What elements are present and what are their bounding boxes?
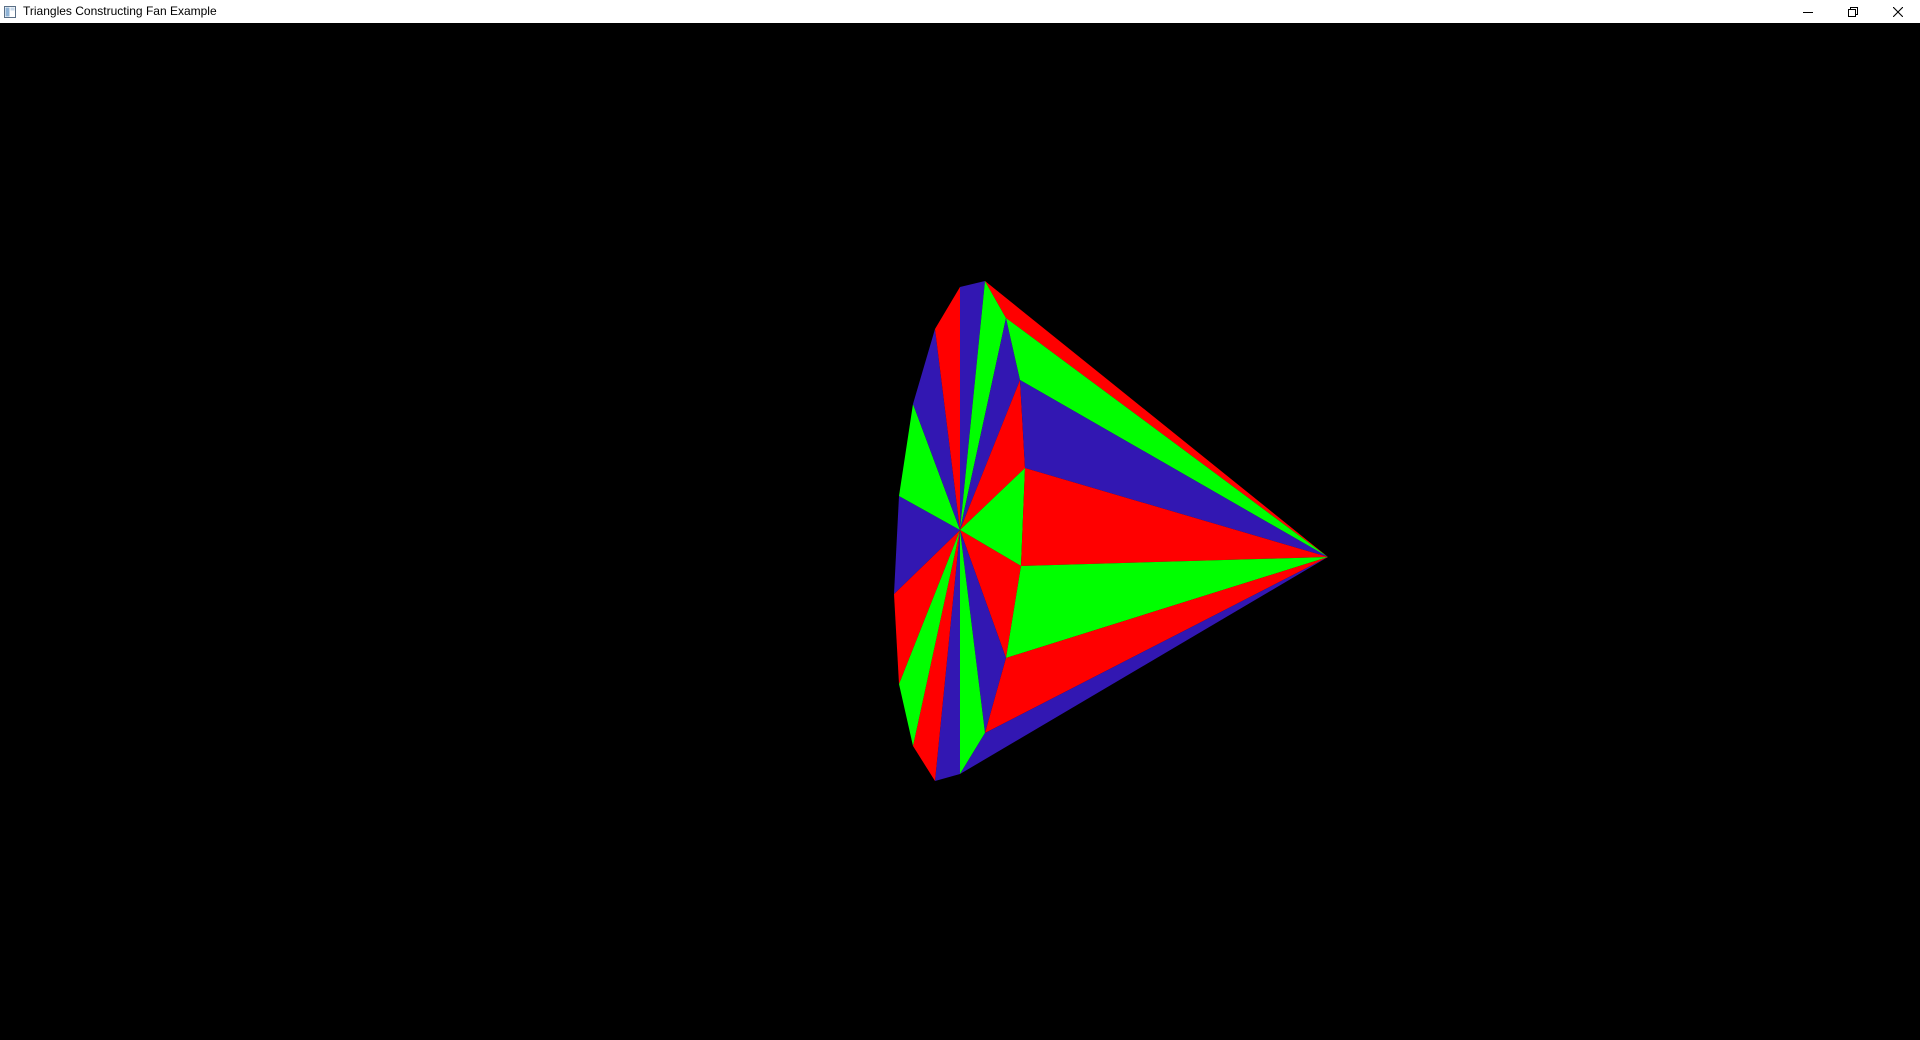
cone-triangle <box>985 281 1328 557</box>
cone-triangle <box>1020 380 1328 557</box>
fan-triangle <box>899 530 960 746</box>
fan-triangle <box>913 329 960 530</box>
fan-triangle <box>913 530 960 781</box>
fan-triangle <box>899 404 960 530</box>
fan-triangle <box>960 530 1021 658</box>
cone-triangle <box>960 557 1328 774</box>
title-bar[interactable]: Triangles Constructing Fan Example <box>0 0 1920 23</box>
cone-triangle <box>1006 318 1328 557</box>
fan-triangle <box>960 530 1006 733</box>
restore-icon <box>1847 6 1858 17</box>
fan-triangle <box>894 530 960 684</box>
close-button[interactable] <box>1875 0 1920 23</box>
application-window-icon[interactable] <box>4 5 16 18</box>
fan-triangle <box>960 281 1006 530</box>
fan-triangle <box>960 380 1025 530</box>
minimize-icon <box>1802 11 1813 13</box>
fan-triangle <box>894 496 960 594</box>
fan-triangle <box>935 287 960 530</box>
restore-button[interactable] <box>1830 0 1875 23</box>
minimize-button[interactable] <box>1785 0 1830 23</box>
render-viewport[interactable] <box>0 23 1920 1040</box>
close-icon <box>1892 6 1903 17</box>
fan-triangle <box>960 318 1020 530</box>
fan-triangle <box>960 468 1025 566</box>
fan-triangle <box>960 530 985 774</box>
cone-triangle <box>1021 468 1328 566</box>
window-title: Triangles Constructing Fan Example <box>23 4 217 18</box>
window-controls <box>1785 0 1920 23</box>
triangle-fan-scene <box>894 281 1328 781</box>
